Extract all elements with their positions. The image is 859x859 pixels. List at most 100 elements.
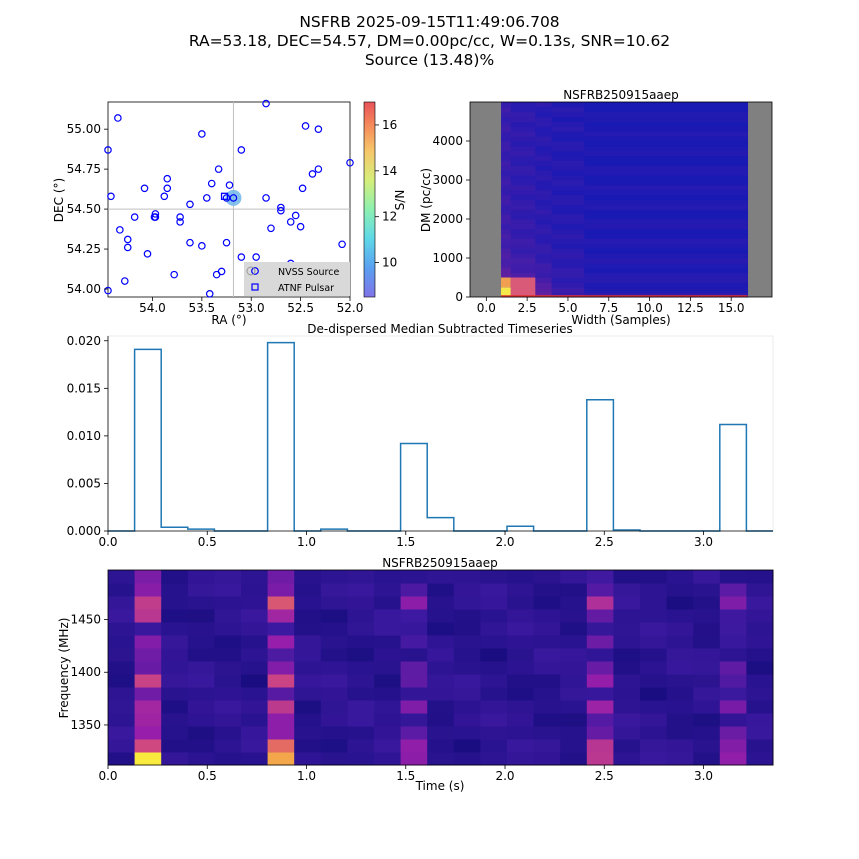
nvss-source-point (176, 213, 184, 221)
dm-hotspot-cell (501, 277, 511, 288)
dynspec-cell (533, 570, 561, 584)
dynspec-cell (586, 713, 614, 727)
dm-ylabel: DM (pc/cc) (419, 168, 433, 232)
dm-heatmap-cell (551, 111, 585, 118)
dm-heatmap-cell (501, 126, 512, 132)
dynspec-cell (214, 687, 242, 701)
nvss-source-point (229, 194, 238, 202)
dynspec-cell (480, 622, 508, 636)
dm-heatmap-cell (535, 150, 553, 157)
dynspec-cell (187, 661, 215, 675)
dm-heatmap-cell (584, 131, 749, 137)
dynspec-cell (320, 622, 348, 636)
dynspec-cell (640, 570, 668, 584)
dynspec-cell (693, 570, 721, 584)
dynspec-cell (161, 674, 189, 688)
dynspec-cell (187, 596, 215, 610)
dynspec-cell (320, 687, 348, 701)
dm-heatmap-cell (584, 194, 749, 200)
dynspec-cell (613, 700, 641, 714)
dm-heatmap-cell (584, 141, 749, 147)
nvss-source-point (237, 146, 246, 154)
timeseries-bin (135, 348, 162, 350)
dm-heatmap-cell (535, 184, 553, 191)
dynspec-cell (187, 713, 215, 727)
dynspec-cell (507, 570, 535, 584)
dynspec-cell (347, 583, 375, 597)
dm-heatmap-cell (510, 209, 536, 215)
dynspec-cell (320, 713, 348, 727)
dm-heatmap-cell (501, 165, 512, 171)
dynspec-cell (746, 739, 774, 753)
dm-heatmap-cell (510, 136, 536, 142)
dynspec-cell (560, 583, 588, 597)
dynspec-cell (453, 726, 481, 740)
nvss-source-point (151, 210, 160, 218)
dm-ytick-label: 3000 (432, 173, 463, 187)
dynspec-cell (108, 609, 136, 623)
nvss-source-point (267, 224, 275, 233)
dynspec-cell (507, 700, 535, 714)
ds-xtick-label: 3.0 (694, 769, 713, 783)
dynspec-cell (294, 661, 322, 675)
dynspec-cell (241, 583, 269, 597)
nvss-source-point (130, 213, 139, 221)
dynspec-cell (400, 726, 428, 740)
nvss-source-point (186, 200, 194, 209)
dynspec-cell (400, 648, 428, 662)
dm-heatmap-cell (584, 145, 749, 152)
dynspec-cell (453, 674, 481, 688)
dm-heatmap-cell (510, 106, 536, 113)
dm-heatmap-cell (510, 204, 536, 210)
dynspec-cell (161, 726, 189, 740)
dm-heatmap-cell (535, 233, 553, 239)
dm-heatmap-cell (510, 155, 536, 161)
dynspec-cell (746, 713, 774, 727)
dynspec-cell (214, 700, 242, 714)
dynspec-cell (400, 583, 428, 597)
dynspec-cell (453, 648, 481, 662)
sky-xtick-label: 52.5 (287, 301, 314, 315)
dynspec-cell (108, 570, 136, 584)
dynspec-cell (161, 713, 189, 727)
dynspec-cell (533, 609, 561, 623)
ds-xtick-label: 2.0 (495, 769, 514, 783)
dm-xtick-label: 2.5 (518, 301, 537, 315)
dynspec-cell (320, 661, 348, 675)
dm-heatmap-cell (584, 228, 749, 235)
dynspec-cell (214, 570, 242, 584)
dynspec-cell (427, 609, 455, 623)
dynspec-cell (347, 635, 375, 649)
timeseries-bin (507, 525, 534, 527)
dynspec-cell (453, 583, 481, 597)
dm-heatmap-cell (535, 145, 553, 152)
dm-heatmap-cell (501, 111, 512, 118)
nvss-source-point (346, 158, 354, 167)
dm-heatmap-cell (584, 292, 749, 298)
nvss-source-point (123, 243, 132, 252)
dm-heatmap-cell (584, 102, 749, 108)
dynspec-cell (134, 700, 162, 714)
nvss-source-point (262, 99, 270, 108)
dynspec-cell (241, 752, 269, 766)
dynspec-cell (347, 700, 375, 714)
dynspec-cell (480, 583, 508, 597)
dynspec-cell (374, 726, 402, 740)
dynspec-cell (480, 635, 508, 649)
dynspec-cell (400, 661, 428, 675)
dynspec-cell (187, 687, 215, 701)
dynspec-cell (427, 583, 455, 597)
dynspec-cell (187, 622, 215, 636)
dm-heatmap-cell (551, 253, 585, 259)
dynspec-cell (161, 596, 189, 610)
dynspec-cell (586, 687, 614, 701)
dynspec-cell (374, 739, 402, 753)
dm-heatmap-cell (535, 209, 553, 215)
dynspec-cell (161, 700, 189, 714)
dynspec-cell (347, 752, 375, 766)
dynspec-cell (746, 622, 774, 636)
dynspec-cell (427, 570, 455, 584)
sky-xtick-label: 53.0 (238, 301, 265, 315)
dynspec-cell (347, 609, 375, 623)
dynspec-cell (693, 713, 721, 727)
